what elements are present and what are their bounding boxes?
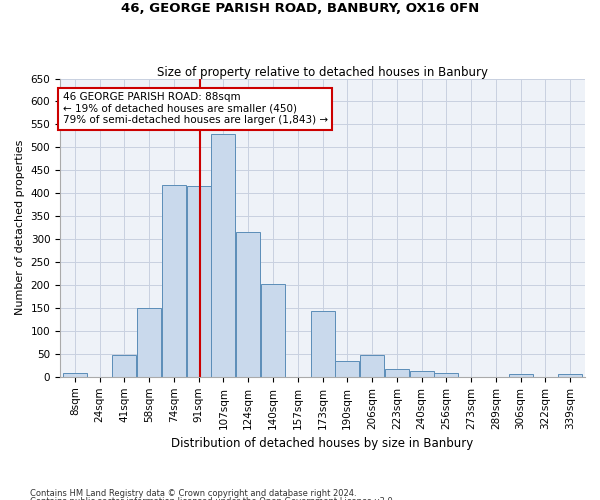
Text: Contains public sector information licensed under the Open Government Licence v3: Contains public sector information licen… [30, 497, 395, 500]
Bar [558, 374, 582, 377]
Bar [311, 311, 335, 377]
Bar [112, 355, 136, 377]
Bar [236, 232, 260, 377]
Text: 46, GEORGE PARISH ROAD, BANBURY, OX16 0FN: 46, GEORGE PARISH ROAD, BANBURY, OX16 0F… [121, 2, 479, 16]
Bar [385, 370, 409, 377]
Text: Contains HM Land Registry data © Crown copyright and database right 2024.: Contains HM Land Registry data © Crown c… [30, 488, 356, 498]
Title: Size of property relative to detached houses in Banbury: Size of property relative to detached ho… [157, 66, 488, 78]
Bar [137, 308, 161, 377]
Bar [162, 185, 186, 377]
Bar [211, 134, 235, 377]
Bar [410, 371, 434, 377]
Bar [335, 361, 359, 377]
X-axis label: Distribution of detached houses by size in Banbury: Distribution of detached houses by size … [172, 437, 473, 450]
Y-axis label: Number of detached properties: Number of detached properties [15, 140, 25, 316]
Bar [360, 355, 384, 377]
Bar [63, 373, 87, 377]
Text: 46 GEORGE PARISH ROAD: 88sqm
← 19% of detached houses are smaller (450)
79% of s: 46 GEORGE PARISH ROAD: 88sqm ← 19% of de… [62, 92, 328, 126]
Bar [434, 373, 458, 377]
Bar [509, 374, 533, 377]
Bar [187, 186, 211, 377]
Bar [261, 284, 285, 377]
